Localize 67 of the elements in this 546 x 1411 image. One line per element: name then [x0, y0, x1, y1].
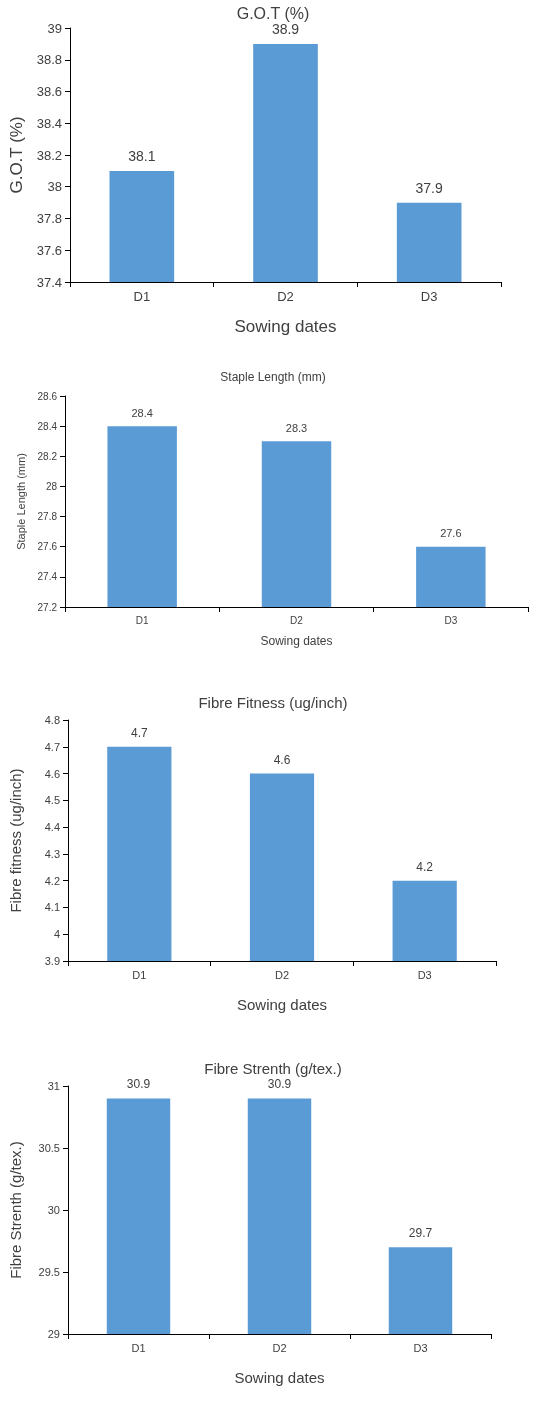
y-tick-label: 27.8 [37, 511, 58, 523]
y-tick-label: 28 [45, 480, 58, 492]
y-tick-label: 38.6 [36, 84, 62, 99]
y-tick-label: 28.2 [37, 450, 58, 462]
data-label: 30.9 [126, 1077, 151, 1092]
y-tick-label: 27.2 [37, 601, 58, 613]
y-tick-label: 4.1 [44, 901, 60, 914]
y-tick-label: 29 [47, 1328, 60, 1340]
chart-title: Fibre Strenth (g/tex.) [204, 1060, 342, 1077]
x-axis-title: Sowing dates [234, 317, 337, 336]
data-label: 28.4 [131, 406, 153, 419]
x-tick-label: D1 [133, 289, 151, 304]
y-tick-label: 4.5 [44, 794, 60, 807]
y-tick-label: 28.6 [37, 390, 58, 402]
x-tick-label: D1 [132, 968, 147, 981]
data-label: 4.6 [273, 752, 291, 767]
x-tick-label: D2 [277, 289, 294, 304]
y-tick-label: 4.8 [44, 714, 60, 726]
y-tick-label: 4.2 [44, 874, 60, 887]
x-axis-title: Sowing dates [234, 1369, 325, 1386]
y-tick-label: 29.5 [38, 1266, 60, 1278]
y-axis-title: Fibre fitness (ug/inch) [7, 768, 24, 913]
y-tick-label: 37.8 [36, 211, 62, 226]
y-tick-label: 4 [53, 928, 60, 941]
y-tick-label: 3.9 [44, 955, 60, 967]
data-label: 27.6 [440, 527, 462, 540]
x-tick-label: D2 [274, 968, 290, 981]
x-axis-title: Sowing dates [236, 996, 328, 1013]
y-tick-label: 38.2 [36, 147, 62, 163]
y-axis-title: Fibre Strenth (g/tex.) [7, 1141, 24, 1279]
data-label: 38.1 [128, 147, 156, 164]
y-tick-label: 39 [47, 20, 62, 36]
chart-title: G.O.T (%) [236, 4, 310, 22]
y-tick-label: 38.8 [36, 52, 62, 68]
y-tick-label: 4.6 [44, 767, 60, 780]
y-axis-title: Staple Length (mm) [15, 453, 28, 550]
data-label: 30.9 [267, 1077, 292, 1092]
data-label: 4.7 [130, 725, 148, 740]
data-label: 37.9 [415, 179, 443, 196]
y-tick-label: 27.4 [37, 571, 58, 583]
y-tick-label: 28.4 [37, 420, 58, 432]
chart-title: Staple Length (mm) [220, 370, 326, 384]
y-tick-label: 4.4 [44, 821, 60, 834]
y-axis-title: G.O.T (%) [7, 116, 26, 194]
y-tick-label: 30.5 [38, 1142, 60, 1154]
y-tick-label: 30 [47, 1204, 60, 1216]
chart-title: Fibre Fitness (ug/inch) [198, 694, 348, 711]
x-tick-label: D3 [413, 1341, 428, 1354]
x-tick-label: D3 [444, 614, 458, 626]
y-tick-label: 37.6 [36, 242, 62, 258]
y-tick-label: 37.4 [36, 274, 62, 290]
x-tick-label: D3 [420, 289, 438, 304]
x-tick-label: D3 [417, 968, 432, 981]
x-tick-label: D1 [131, 1341, 146, 1354]
data-label: 29.7 [408, 1226, 433, 1241]
y-tick-label: 38.4 [36, 115, 62, 131]
y-tick-label: 27.6 [37, 541, 58, 553]
data-label: 28.3 [285, 421, 308, 434]
y-tick-label: 4.3 [44, 847, 60, 860]
y-tick-label: 31 [47, 1080, 60, 1092]
x-tick-label: D2 [272, 1341, 287, 1354]
x-tick-label: D2 [290, 614, 304, 626]
x-axis-title: Sowing dates [260, 634, 333, 648]
x-tick-label: D1 [135, 614, 149, 626]
y-tick-label: 4.7 [44, 740, 60, 753]
y-tick-label: 38 [47, 179, 62, 195]
data-label: 4.2 [416, 859, 434, 874]
